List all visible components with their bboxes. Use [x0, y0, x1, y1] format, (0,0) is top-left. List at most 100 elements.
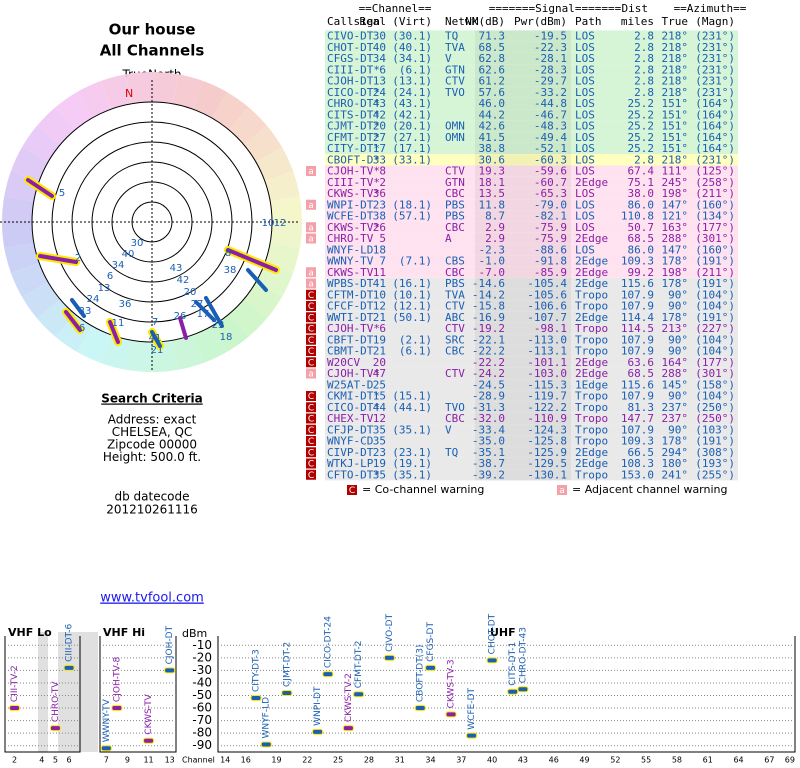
- table-cell: TVA: [445, 288, 465, 301]
- station-bar: [260, 741, 272, 748]
- row-band: [325, 457, 738, 470]
- warning-box: [306, 267, 316, 278]
- row-band: [325, 232, 738, 245]
- table-cell: -130.1: [527, 468, 567, 481]
- signal-cell: [475, 412, 571, 425]
- table-cell: 245°: [662, 176, 689, 189]
- panel-title: VHF Lo: [8, 626, 52, 639]
- signal-cell: [475, 86, 571, 98]
- station-bar: [143, 737, 155, 744]
- table-cell: -24.5: [472, 378, 505, 391]
- signal-cell: [475, 277, 571, 290]
- table-cell: CFTO-DT*: [327, 468, 380, 481]
- polar-label: 11: [112, 318, 125, 329]
- table-cell: CKWS-TV: [327, 266, 374, 279]
- table-cell: -59.6: [534, 165, 567, 178]
- panel-frame: [99, 636, 177, 753]
- x-tick-label: 67: [764, 756, 774, 765]
- table-cell: LOS: [575, 198, 595, 211]
- table-cell: -31.3: [472, 401, 505, 414]
- table-cell: (18.1): [392, 198, 432, 211]
- table-cell: (177°): [695, 356, 735, 369]
- table-cell: CFTM-DT: [327, 288, 374, 301]
- site-link[interactable]: www.tvfool.com: [100, 591, 204, 606]
- polar-label: 6: [79, 323, 85, 334]
- color-wedge: [193, 325, 227, 363]
- table-cell: 294°: [662, 446, 689, 459]
- table-cell: -113.1: [527, 345, 567, 358]
- station-bar: [312, 728, 324, 735]
- table-cell: 90°: [668, 333, 688, 346]
- station-label: CIII-DT-6: [65, 624, 75, 662]
- row-band: [325, 52, 738, 65]
- table-cell: 2Edge: [575, 176, 608, 189]
- table-cell: 147°: [662, 198, 689, 211]
- table-cell: 218°: [662, 30, 689, 43]
- station-label: CKWS-TV-3: [447, 659, 457, 708]
- signal-cell: [475, 289, 571, 301]
- group-header: ==Azimuth==: [674, 2, 747, 15]
- column-header: Netwk: [445, 15, 478, 28]
- table-cell: CHRO-TV: [327, 232, 374, 245]
- table-cell: (160°): [695, 198, 735, 211]
- table-cell: (104°): [695, 390, 735, 403]
- warning-box: [306, 289, 316, 300]
- warning-marker: C: [308, 426, 314, 436]
- table-cell: CICO-DT*: [327, 401, 380, 414]
- row-band: [325, 356, 738, 368]
- table-cell: CBC: [445, 221, 465, 234]
- legend-box: [347, 485, 357, 495]
- row-band: [325, 244, 738, 256]
- table-cell: CBMT-DT: [327, 345, 374, 358]
- table-cell: WWNY-TV: [327, 255, 374, 268]
- station-bar: [164, 667, 176, 674]
- column-header: miles: [621, 15, 654, 28]
- polar-label: 12: [274, 218, 287, 229]
- y-tick-label: -70: [192, 713, 212, 727]
- table-cell: -107.7: [527, 311, 567, 324]
- table-cell: A: [445, 232, 452, 245]
- table-cell: (191°): [695, 255, 735, 268]
- signal-cell: [475, 154, 571, 166]
- table-cell: (6.1): [399, 345, 432, 358]
- table-cell: CJMT-DT*: [327, 120, 380, 133]
- table-cell: 41.5: [479, 131, 506, 144]
- signal-cell: [475, 311, 571, 323]
- column-header: Pwr(dBm): [514, 15, 567, 28]
- group-header: =======Signal=======: [489, 2, 622, 15]
- station-mark: [38, 254, 78, 264]
- signal-cell: [475, 210, 571, 222]
- warning-marker: C: [308, 392, 314, 402]
- band-shade: [58, 632, 98, 752]
- table-cell: WCFE-DT: [327, 210, 374, 223]
- station-bar: [111, 705, 123, 712]
- table-cell: (164°): [695, 108, 735, 121]
- table-cell: 35: [373, 468, 386, 481]
- warning-box: [306, 323, 316, 334]
- table-cell: -46.7: [534, 108, 567, 121]
- table-cell: 68.5: [479, 41, 506, 54]
- station-label: CIII-TV-2: [10, 665, 20, 702]
- table-cell: 107.9: [621, 333, 654, 346]
- table-cell: LOS: [575, 41, 595, 54]
- row-band: [325, 210, 738, 222]
- warning-box: [306, 199, 316, 210]
- row-band: [325, 109, 738, 121]
- table-cell: 35: [373, 423, 386, 436]
- table-cell: 25.2: [628, 142, 655, 155]
- legend-text: = Co-channel warning: [362, 483, 484, 496]
- table-cell: 213°: [662, 322, 689, 335]
- row-band: [325, 424, 738, 436]
- signal-cell: [475, 64, 571, 76]
- table-cell: (231°): [695, 86, 735, 99]
- table-cell: 17: [373, 142, 386, 155]
- station-bar: [383, 654, 395, 661]
- signal-cell: [475, 75, 571, 87]
- table-cell: 20: [373, 120, 386, 133]
- table-cell: 151°: [662, 142, 689, 155]
- table-cell: CIVO-DT: [327, 30, 374, 43]
- table-cell: (30.1): [392, 30, 432, 43]
- table-cell: (104°): [695, 333, 735, 346]
- table-cell: CFCF-DT: [327, 300, 374, 313]
- table-cell: LOS: [575, 210, 595, 223]
